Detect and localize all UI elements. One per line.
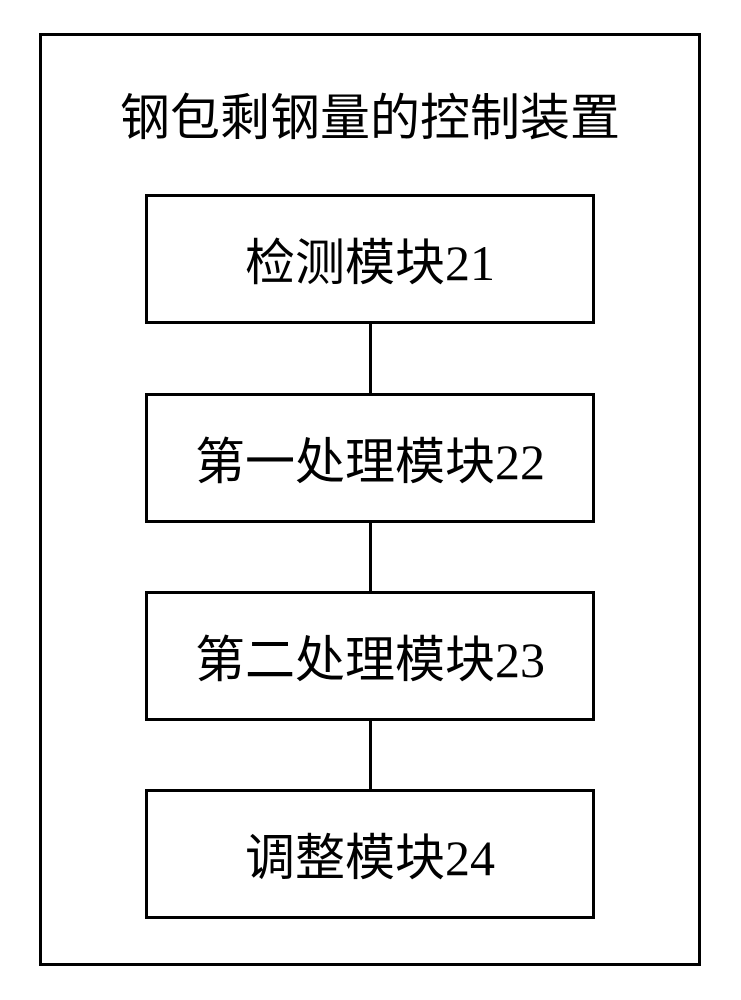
diagram-title: 钢包剩钢量的控制装置 bbox=[95, 78, 645, 150]
flow-edge-n3-n4 bbox=[369, 721, 372, 789]
flow-node-n4: 调整模块24 bbox=[145, 789, 595, 919]
flow-node-label: 第二处理模块23 bbox=[195, 620, 545, 692]
flow-node-n1: 检测模块21 bbox=[145, 194, 595, 324]
flow-edge-n1-n2 bbox=[369, 324, 372, 393]
flow-edge-n2-n3 bbox=[369, 523, 372, 591]
flow-node-label: 第一处理模块22 bbox=[195, 422, 545, 494]
flow-node-label: 检测模块21 bbox=[245, 223, 495, 295]
flow-node-label: 调整模块24 bbox=[245, 818, 495, 890]
flow-node-n3: 第二处理模块23 bbox=[145, 591, 595, 721]
flow-node-n2: 第一处理模块22 bbox=[145, 393, 595, 523]
